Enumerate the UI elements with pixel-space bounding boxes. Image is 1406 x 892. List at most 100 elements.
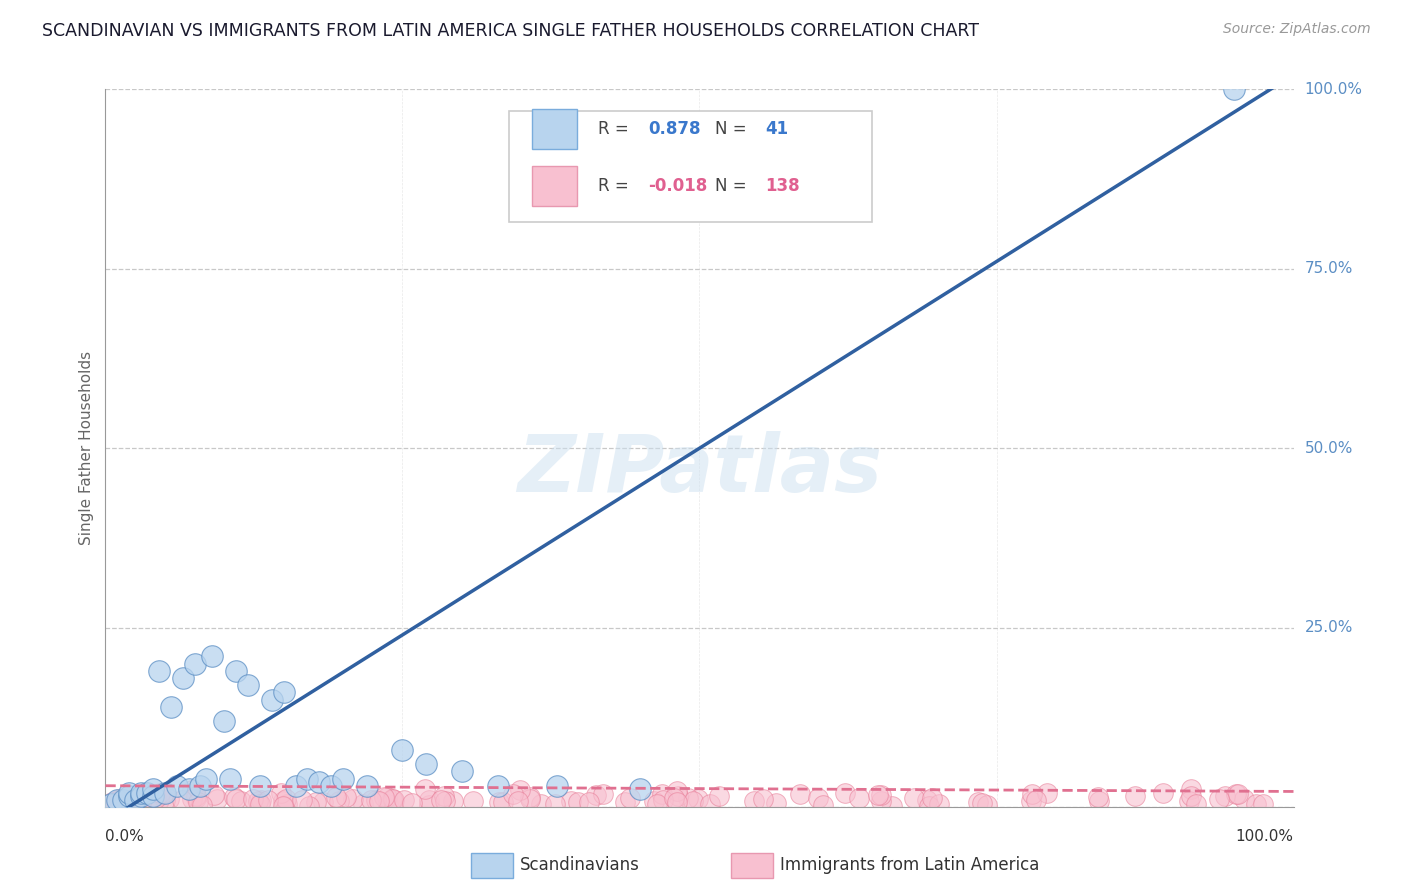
Point — [578, 795, 600, 809]
Point — [394, 793, 416, 807]
Point — [1223, 82, 1246, 96]
Point — [430, 793, 453, 807]
Point — [356, 779, 378, 793]
Point — [152, 786, 174, 800]
Point — [544, 797, 567, 812]
Point — [1251, 797, 1274, 811]
Point — [250, 793, 273, 807]
Text: R =: R = — [599, 120, 634, 138]
Point — [377, 797, 399, 811]
Y-axis label: Single Father Households: Single Father Households — [79, 351, 94, 545]
Point — [105, 793, 128, 807]
Point — [928, 797, 950, 811]
Point — [247, 794, 270, 808]
Point — [135, 797, 157, 811]
Point — [707, 789, 730, 804]
Point — [181, 783, 204, 797]
Point — [271, 799, 294, 814]
Point — [1123, 789, 1146, 804]
Point — [229, 794, 252, 808]
Point — [149, 788, 172, 802]
Point — [463, 794, 485, 808]
Point — [118, 789, 141, 804]
Point — [104, 796, 127, 810]
Point — [866, 788, 889, 802]
Point — [195, 772, 218, 786]
Point — [222, 789, 245, 804]
Point — [142, 789, 165, 804]
Point — [643, 794, 665, 808]
Point — [488, 795, 510, 809]
Point — [508, 794, 530, 808]
FancyBboxPatch shape — [531, 110, 576, 149]
Point — [1036, 785, 1059, 799]
Point — [1208, 792, 1230, 806]
Point — [834, 786, 856, 800]
Point — [256, 793, 278, 807]
Point — [765, 797, 787, 811]
Point — [651, 788, 673, 802]
Point — [519, 790, 541, 805]
Text: ZIPatlas: ZIPatlas — [517, 431, 882, 508]
Point — [869, 789, 891, 803]
Point — [666, 795, 689, 809]
Point — [108, 791, 131, 805]
Point — [1021, 787, 1043, 801]
Point — [328, 794, 350, 808]
Point — [121, 792, 143, 806]
Point — [976, 797, 998, 812]
Point — [312, 795, 335, 809]
Point — [305, 795, 328, 809]
Point — [903, 791, 925, 805]
Point — [848, 791, 870, 805]
Point — [325, 790, 347, 805]
Point — [751, 792, 773, 806]
Point — [153, 792, 176, 806]
Point — [368, 794, 391, 808]
Point — [1244, 797, 1267, 812]
Point — [141, 797, 163, 812]
Point — [699, 797, 721, 811]
Text: 75.0%: 75.0% — [1305, 261, 1353, 277]
Point — [129, 789, 152, 804]
Point — [742, 794, 765, 808]
Point — [172, 671, 194, 685]
Text: 100.0%: 100.0% — [1236, 829, 1294, 844]
Point — [807, 791, 830, 805]
Point — [1226, 788, 1249, 802]
Point — [118, 786, 141, 800]
Point — [502, 787, 524, 801]
Point — [177, 782, 200, 797]
Point — [921, 791, 943, 805]
Point — [560, 794, 582, 808]
Text: 25.0%: 25.0% — [1305, 620, 1353, 635]
Point — [260, 692, 283, 706]
Point — [1087, 789, 1109, 804]
Point — [112, 793, 135, 807]
Point — [381, 791, 404, 805]
Point — [274, 792, 297, 806]
Text: Immigrants from Latin America: Immigrants from Latin America — [780, 856, 1039, 874]
Text: -0.018: -0.018 — [648, 177, 707, 194]
Point — [382, 792, 405, 806]
Point — [382, 793, 405, 807]
Point — [418, 797, 440, 812]
Text: Scandinavians: Scandinavians — [520, 856, 640, 874]
Point — [236, 678, 259, 692]
Point — [184, 791, 207, 805]
Point — [124, 793, 146, 807]
Point — [1088, 794, 1111, 808]
Point — [148, 664, 170, 678]
Point — [297, 772, 319, 786]
Text: N =: N = — [714, 177, 752, 194]
Point — [567, 796, 589, 810]
Point — [166, 779, 188, 793]
Point — [592, 787, 614, 801]
Point — [153, 786, 176, 800]
Point — [970, 797, 993, 811]
Point — [509, 783, 531, 797]
Point — [225, 792, 247, 806]
Point — [187, 795, 209, 809]
FancyBboxPatch shape — [509, 111, 872, 222]
Point — [918, 798, 941, 813]
